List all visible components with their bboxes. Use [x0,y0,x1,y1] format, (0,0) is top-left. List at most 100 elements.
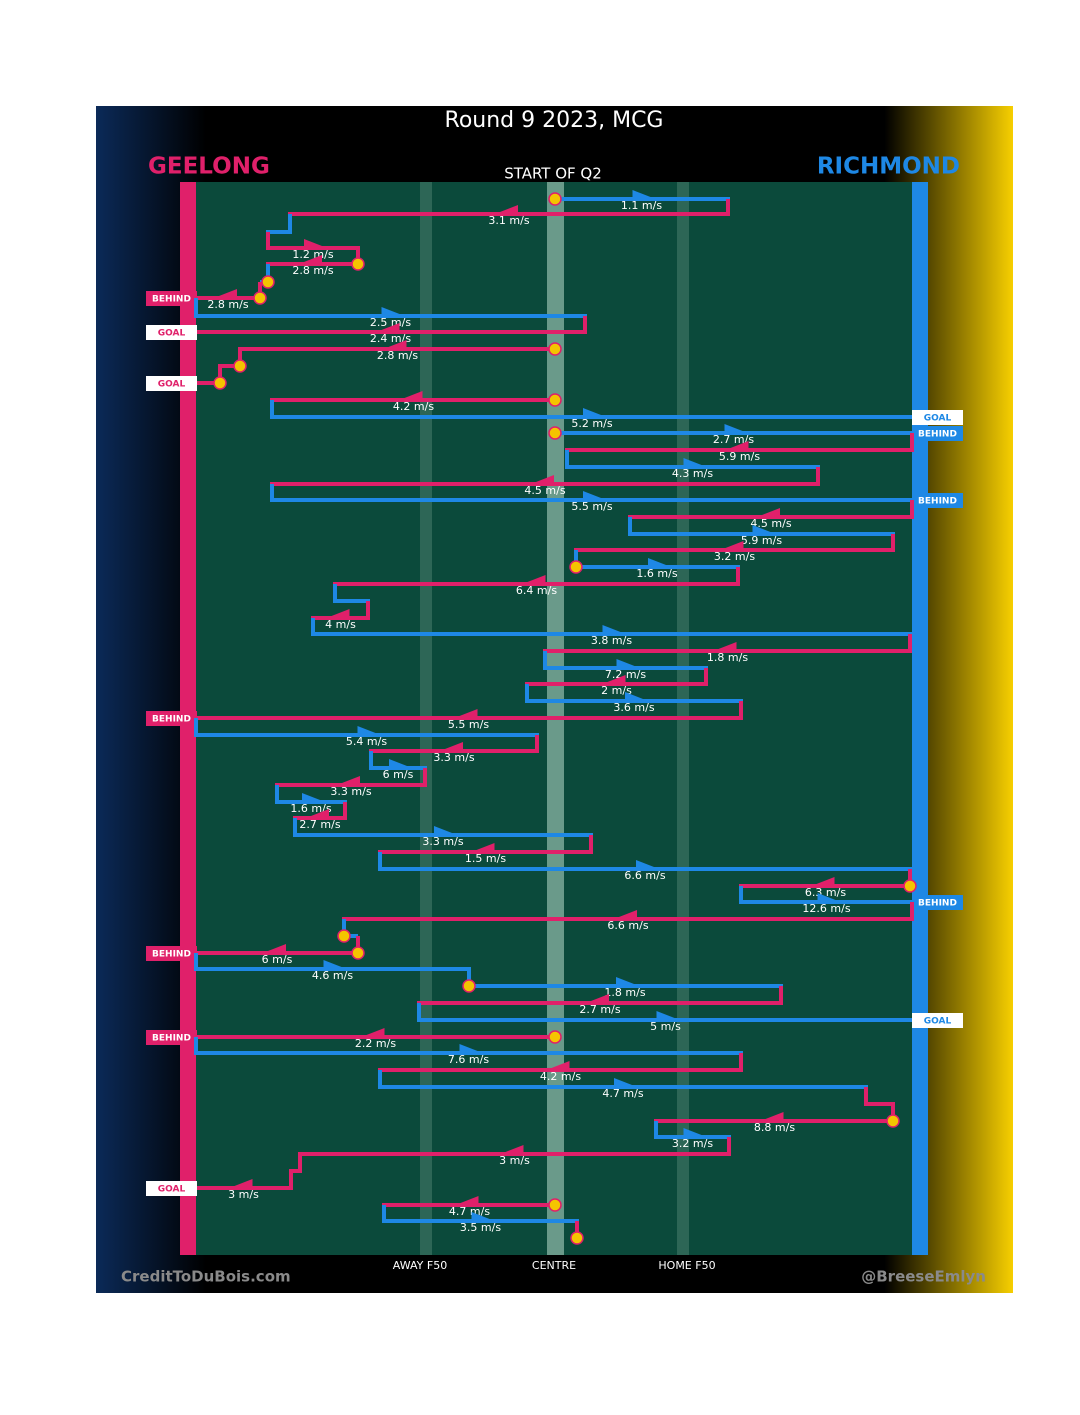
speed-label: 4.5 m/s [524,484,565,497]
arrow [304,255,322,262]
arrow [389,759,407,766]
arrow [683,1128,702,1135]
speed-label: 5.4 m/s [346,735,387,748]
speed-label: 2.8 m/s [377,349,418,362]
arrow [648,558,666,565]
arrow [551,1061,570,1068]
speed-label: 4 m/s [325,618,356,631]
outcome-label: GOAL [158,1185,186,1195]
field-label: HOME F50 [658,1259,715,1272]
outcome-label: BEHIND [152,950,191,960]
title: Round 9 2023, MCG [445,108,664,133]
outcome-label: BEHIND [918,899,957,909]
arrow [724,424,743,431]
stoppage-marker [337,929,351,943]
speed-label: 1.6 m/s [636,567,677,580]
arrow [718,642,737,649]
arrow [762,508,780,515]
stoppage-marker [213,376,227,390]
arrow [527,575,546,582]
arrow [616,977,634,984]
arrow [234,1179,253,1186]
speed-label: 6.6 m/s [607,919,648,932]
stoppage-marker [903,879,917,893]
arrow [434,826,452,833]
speed-label: 2.4 m/s [370,332,411,345]
arrow [388,340,407,347]
arrow [219,289,237,296]
arrow [591,994,609,1001]
stoppage-marker [253,291,267,305]
arrow [636,860,654,867]
arrow [381,307,400,314]
speed-label: 4.7 m/s [449,1205,490,1218]
speed-label: 3.2 m/s [714,550,755,563]
field-label: AWAY F50 [393,1259,447,1272]
speed-label: 2 m/s [601,684,632,697]
arrow [445,742,463,749]
stoppage-marker [351,257,365,271]
arrow [505,1145,524,1152]
speed-label: 6.4 m/s [516,584,557,597]
speed-label: 4.5 m/s [750,517,791,530]
arrow [268,944,286,951]
speed-label: 2.8 m/s [292,264,333,277]
arrow [460,1196,479,1203]
speed-label: 3 m/s [499,1154,530,1167]
speed-label: 4.6 m/s [312,969,353,982]
speed-label: 2.7 m/s [713,433,754,446]
speed-label: 4.2 m/s [540,1070,581,1083]
outcome-label: BEHIND [918,430,957,440]
arrow [632,190,651,197]
outcome-label: BEHIND [152,715,191,725]
stoppage-marker [570,1231,584,1245]
speed-label: 6.3 m/s [805,886,846,899]
arrow [616,659,635,666]
outcome-box [146,711,197,726]
arrow [625,692,643,699]
stoppage-marker [548,342,562,356]
arrow [583,491,601,498]
arrow [816,877,835,884]
speed-label: 2.8 m/s [207,298,248,311]
speed-label: 8.8 m/s [754,1121,795,1134]
arrow [311,809,329,816]
speed-label: 3.1 m/s [488,214,529,227]
speed-label: 3.3 m/s [330,785,371,798]
credit-right: @BreeseEmlyn [861,1268,986,1286]
speed-label: 5.2 m/s [571,417,612,430]
speed-label: 4.2 m/s [393,400,434,413]
speed-label: 3.8 m/s [591,634,632,647]
outcome-label: BEHIND [152,295,191,305]
arrow [583,408,601,415]
outcome-box [146,1181,197,1196]
arrow [656,1011,675,1018]
arrow [366,1028,385,1035]
outcome-box [912,1013,963,1028]
arrow [602,625,621,632]
speed-label: 3.5 m/s [460,1221,501,1234]
speed-label: 5.9 m/s [719,450,760,463]
speed-label: 7.6 m/s [448,1053,489,1066]
arrow [619,910,637,917]
speed-label: 1.8 m/s [604,986,645,999]
speed-label: 2.2 m/s [355,1037,396,1050]
arrow [683,458,702,465]
speed-label: 12.6 m/s [802,902,850,915]
speed-label: 2.5 m/s [370,316,411,329]
stoppage-marker [886,1114,900,1128]
speed-label: 3.3 m/s [433,751,474,764]
home-team: GEELONG [148,154,270,180]
speed-label: 1.2 m/s [292,248,333,261]
outcome-label: GOAL [158,380,186,390]
speed-label: 3 m/s [228,1188,259,1201]
arrow [459,709,478,716]
outcome-label: BEHIND [918,497,957,507]
stoppage-marker [261,275,275,289]
stoppage-marker [569,560,583,574]
arrow [302,793,320,800]
arrow [730,441,749,448]
arrow [752,525,771,532]
